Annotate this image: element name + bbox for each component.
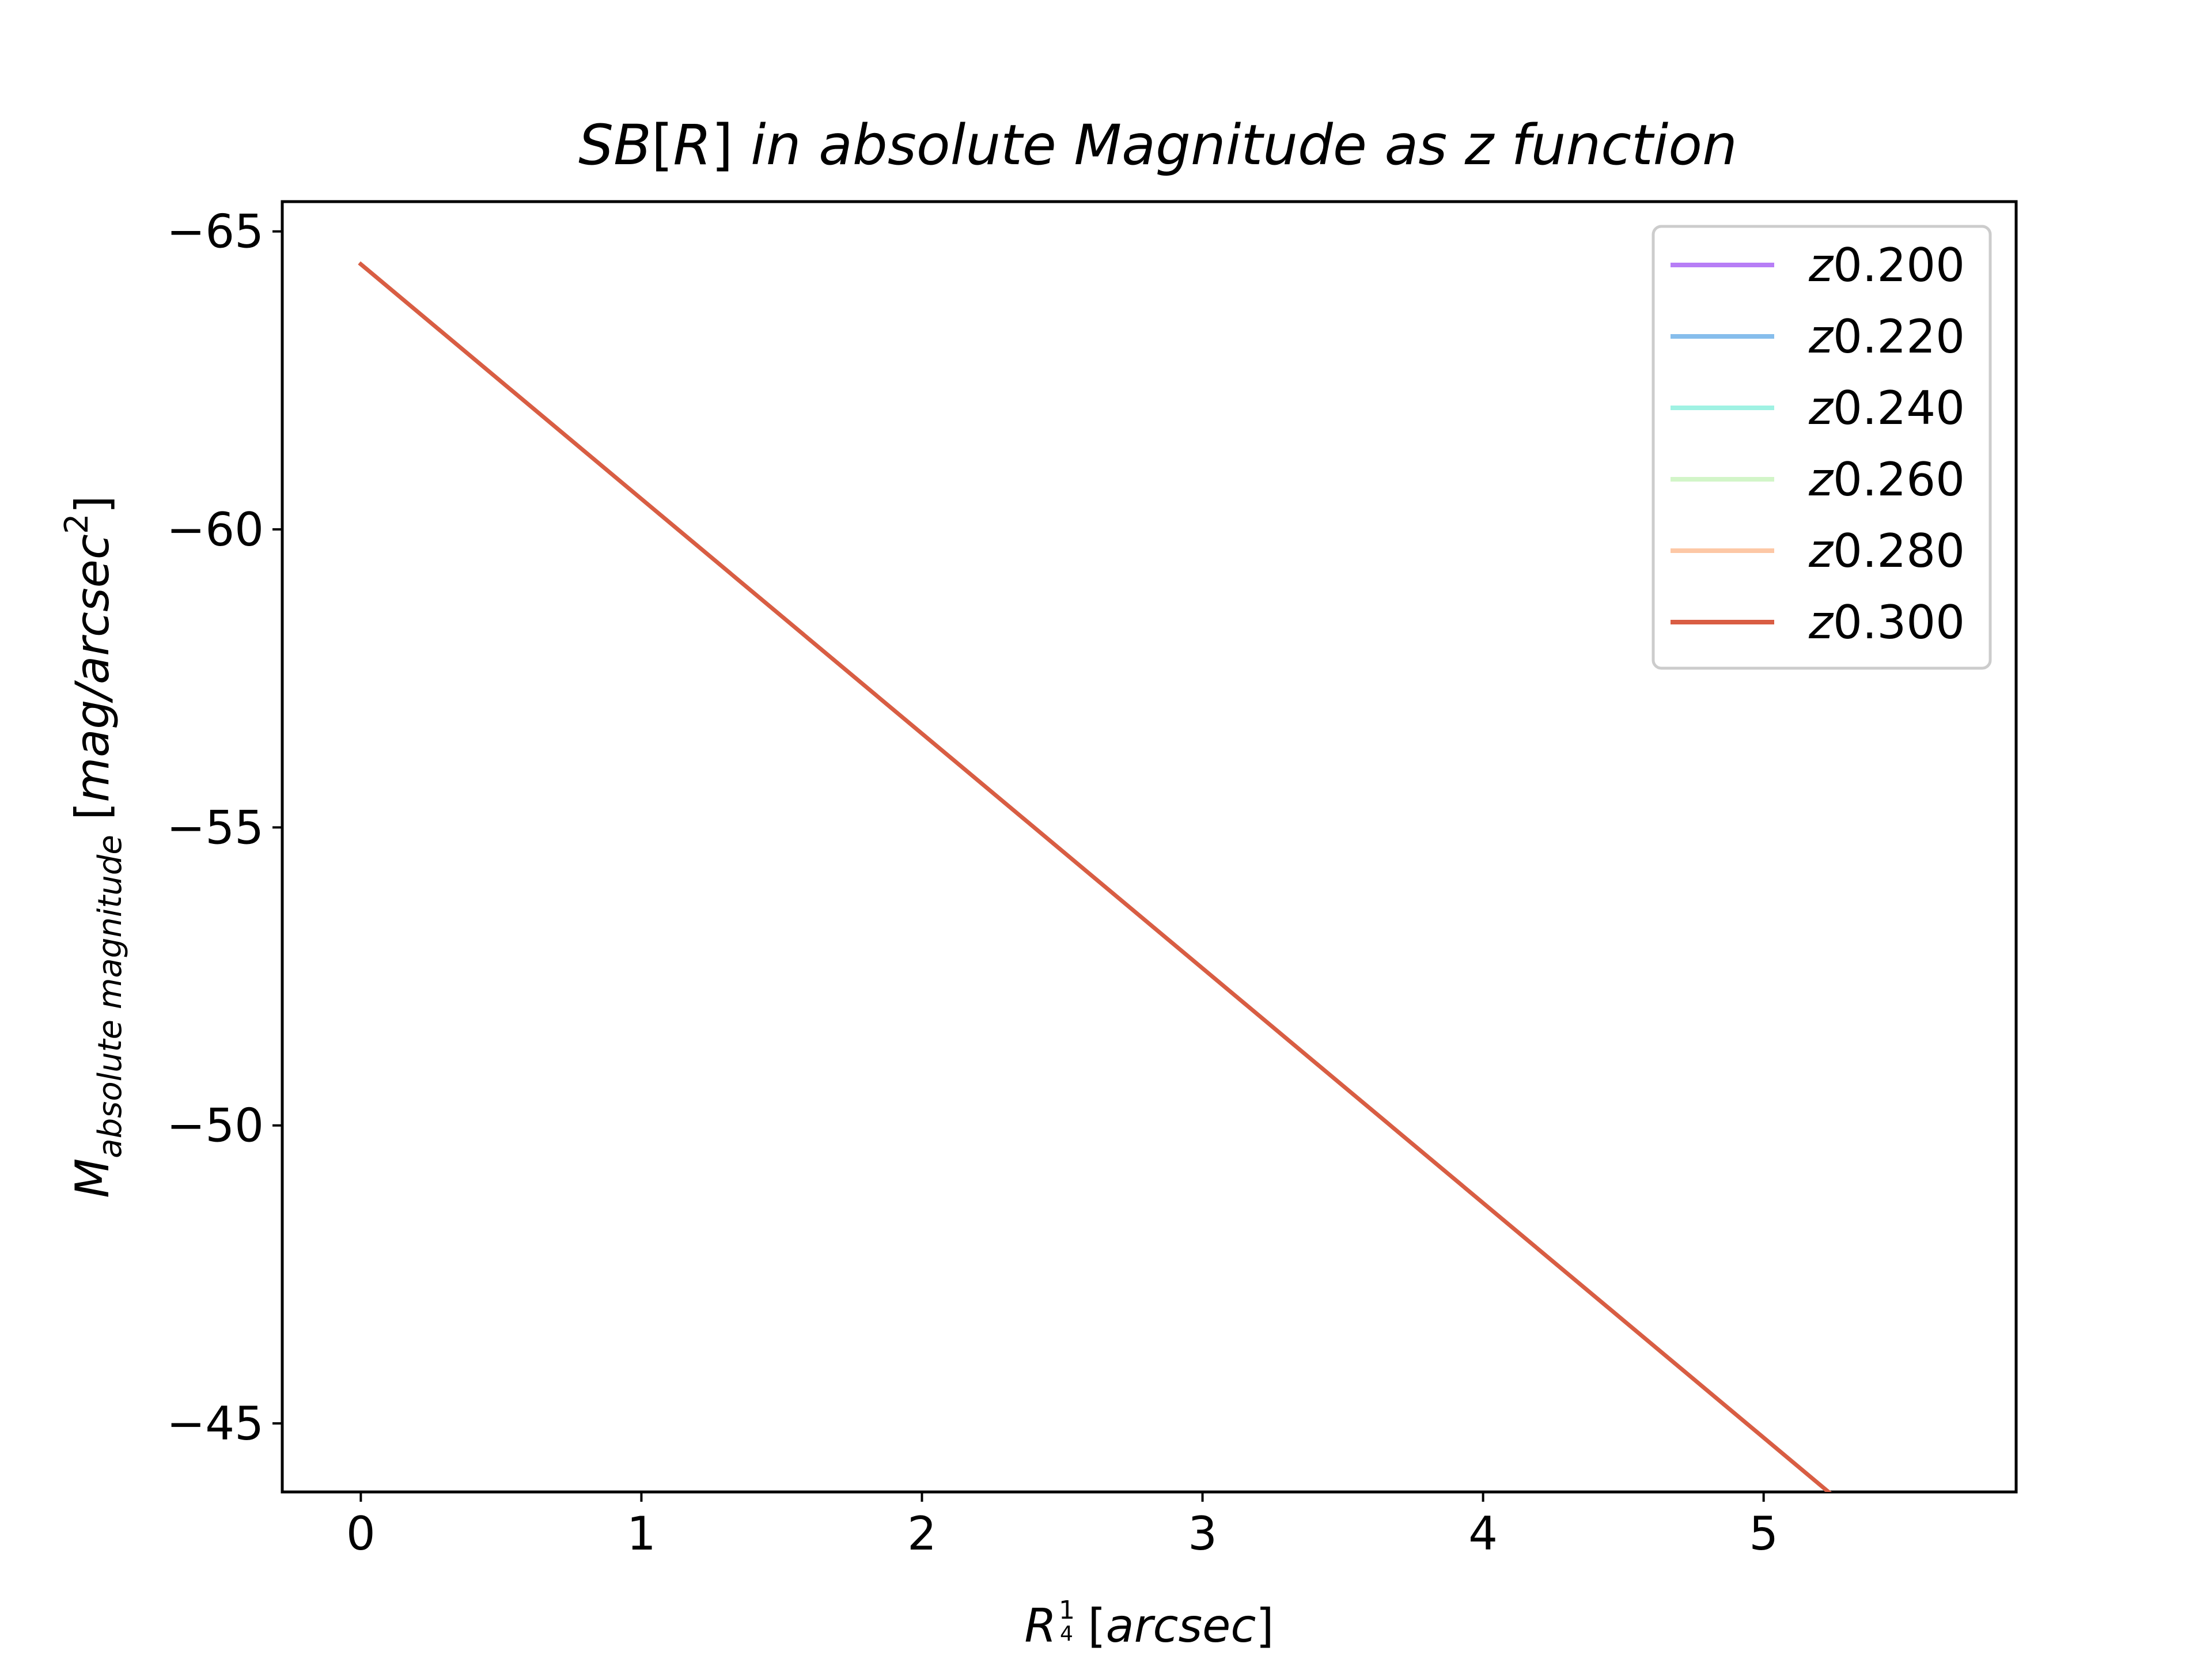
x-tick-label: 2: [907, 1507, 937, 1560]
chart-title: SB[R] in absolute Magnitude as z functio…: [578, 113, 1737, 177]
x-tick-label: 1: [627, 1507, 656, 1560]
legend-label: z0.280: [1808, 524, 1965, 578]
legend-label: z0.220: [1808, 310, 1965, 363]
x-tick-label: 0: [346, 1507, 376, 1560]
x-tick-label: 4: [1468, 1507, 1498, 1560]
y-axis-label: Mabsolute magnitude [mag/arcsec2]: [58, 495, 129, 1198]
y-axis-ticks: −65 −60 −55 −50 −45: [166, 205, 282, 1450]
y-tick-label: −55: [166, 801, 264, 854]
y-tick-label: −60: [166, 503, 264, 556]
legend: z0.200 z0.220 z0.240 z0.260 z0.280 z0.300: [1653, 226, 1990, 668]
legend-label: z0.260: [1808, 453, 1965, 506]
legend-label: z0.240: [1808, 381, 1965, 435]
x-tick-label: 5: [1749, 1507, 1778, 1560]
x-tick-label: 3: [1188, 1507, 1217, 1560]
legend-label: z0.300: [1808, 596, 1965, 649]
legend-label: z0.200: [1808, 238, 1965, 292]
x-axis-ticks: 0 1 2 3 4 5: [346, 1492, 1778, 1560]
y-tick-label: −50: [166, 1099, 264, 1153]
y-tick-label: −65: [166, 205, 264, 259]
y-tick-label: −45: [166, 1397, 264, 1450]
x-axis-label: R1 4 [arcsec]: [1024, 1596, 1274, 1653]
